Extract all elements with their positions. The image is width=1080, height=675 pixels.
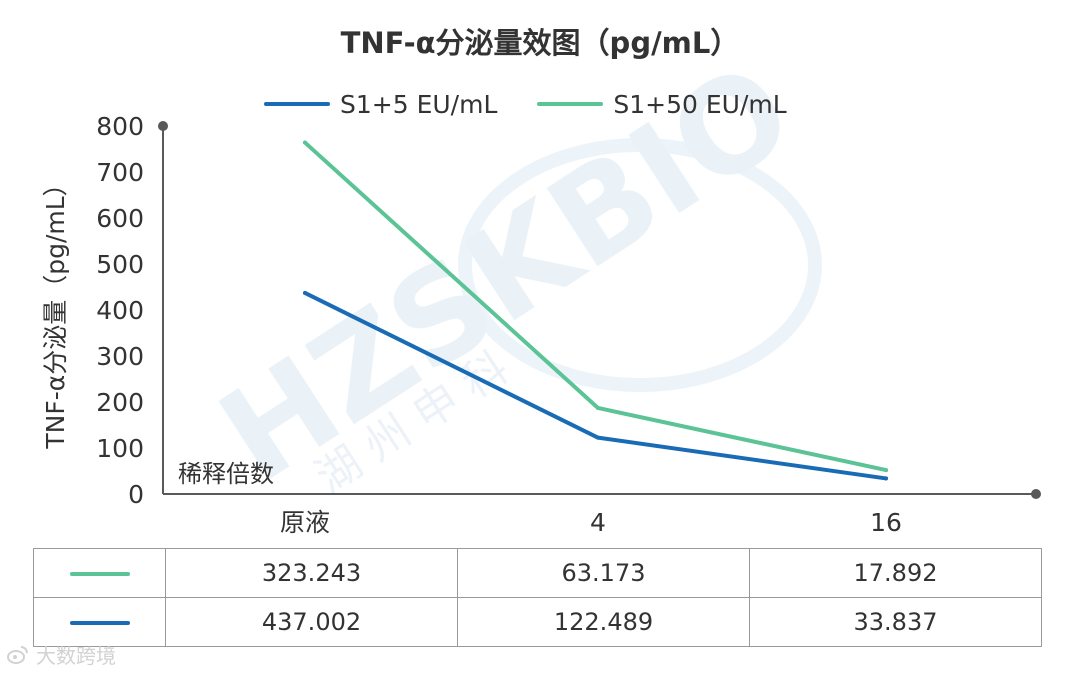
data-point bbox=[596, 435, 600, 440]
legend-label-s1-5: S1+5 EU/mL bbox=[340, 89, 498, 119]
y-tick-label: 400 bbox=[96, 296, 144, 325]
legend-label-s1-50: S1+50 EU/mL bbox=[613, 89, 787, 119]
data-point bbox=[884, 476, 888, 481]
table-key-swatch-blue bbox=[69, 621, 130, 625]
table-row: 323.243 63.173 17.892 bbox=[33, 548, 1042, 598]
y-tick-label: 0 bbox=[128, 480, 144, 509]
table-key-cell bbox=[33, 548, 166, 598]
legend-swatch-s1-50 bbox=[537, 102, 604, 106]
table-cell: 63.173 bbox=[457, 548, 750, 598]
x-tick-label: 16 bbox=[870, 508, 902, 537]
legend-item-s1-50: S1+50 EU/mL bbox=[537, 89, 787, 119]
table-cell: 33.837 bbox=[749, 597, 1042, 647]
x-tick-label: 原液 bbox=[280, 508, 330, 537]
watermark-bottom-text: 大数跨境 bbox=[36, 644, 116, 668]
table-key-cell bbox=[33, 597, 166, 647]
legend-swatch-s1-5 bbox=[264, 102, 330, 106]
weibo-icon bbox=[7, 645, 28, 664]
y-axis-end-dot bbox=[158, 121, 168, 131]
watermark-bottom: 大数跨境 bbox=[6, 640, 116, 669]
legend: S1+5 EU/mL S1+50 EU/mL bbox=[264, 86, 827, 122]
series-layer bbox=[303, 140, 888, 481]
y-tick-label: 500 bbox=[96, 250, 144, 279]
data-table: 323.243 63.173 17.892 437.002 122.489 33… bbox=[33, 548, 1042, 647]
x-axis-end-dot bbox=[1031, 489, 1041, 499]
y-tick-label: 600 bbox=[96, 204, 144, 233]
data-point bbox=[303, 140, 307, 145]
axes-layer: 0 100 200 300 400 500 600 700 800 原液 4 16 bbox=[96, 112, 1041, 537]
x-axis-label: 稀释倍数 bbox=[178, 460, 274, 488]
y-tick-label: 700 bbox=[96, 158, 144, 187]
data-point bbox=[596, 405, 600, 410]
watermark-ring bbox=[458, 138, 822, 392]
y-tick-label: 200 bbox=[96, 388, 144, 417]
table-cell: 437.002 bbox=[165, 597, 458, 647]
legend-item-s1-5: S1+5 EU/mL bbox=[264, 90, 497, 119]
y-tick-label: 300 bbox=[96, 342, 144, 371]
table-key-swatch-green bbox=[69, 572, 130, 576]
table-cell: 122.489 bbox=[457, 597, 750, 647]
y-axis-label: TNF-α分泌量（pg/mL） bbox=[41, 171, 70, 449]
data-point bbox=[303, 290, 307, 295]
table-cell: 17.892 bbox=[749, 548, 1042, 598]
table-row: 437.002 122.489 33.837 bbox=[33, 597, 1042, 647]
x-tick-label: 4 bbox=[590, 508, 606, 537]
chart-title: TNF-α分泌量效图（pg/mL） bbox=[340, 26, 740, 60]
data-point bbox=[884, 468, 888, 473]
table-cell: 323.243 bbox=[165, 548, 458, 598]
line-chart: HZSKBIO 湖 州 申 科 010020030040050060070080… bbox=[96, 35, 1041, 537]
y-tick-label: 100 bbox=[96, 434, 144, 463]
y-tick-label: 800 bbox=[96, 112, 144, 141]
